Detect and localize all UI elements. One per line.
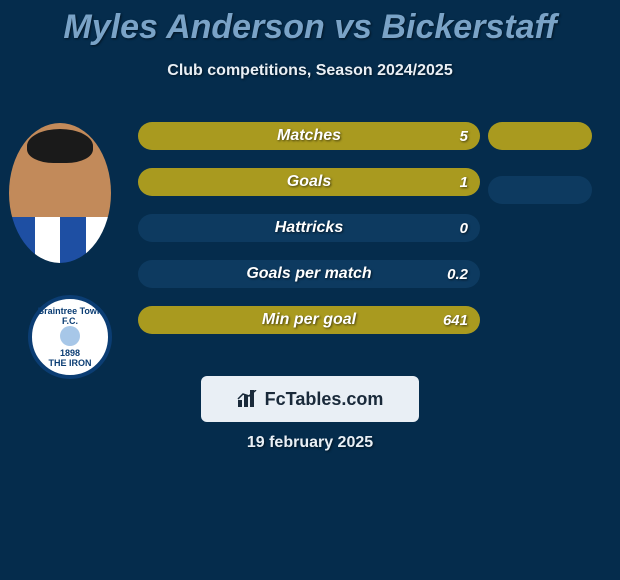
stat-bar-label: Min per goal <box>138 311 480 329</box>
stat-bar: Matches5 <box>138 122 480 150</box>
logo-text: FcTables.com <box>265 389 384 410</box>
bar-chart-icon <box>237 390 259 408</box>
crest-bottom-text: THE IRON <box>48 358 91 368</box>
crest-sun-icon <box>60 326 80 346</box>
date-text: 19 february 2025 <box>0 434 620 452</box>
stat-bar-label: Goals <box>138 173 480 191</box>
stat-bar-value: 641 <box>443 312 468 329</box>
stat-bar: Hattricks0 <box>138 214 480 242</box>
stats-bars: Matches5Goals1Hattricks0Goals per match0… <box>138 122 480 352</box>
stat-bar-label: Hattricks <box>138 219 480 237</box>
stat-bar: Goals per match0.2 <box>138 260 480 288</box>
page-title: Myles Anderson vs Bickerstaff <box>0 8 620 47</box>
stat-bar-label: Matches <box>138 127 480 145</box>
subtitle: Club competitions, Season 2024/2025 <box>0 62 620 80</box>
crest-top-text: Braintree Town F.C. <box>32 306 108 326</box>
stat-bar-value: 5 <box>460 128 468 145</box>
stat-bar: Goals1 <box>138 168 480 196</box>
club-crest: Braintree Town F.C. 1898 THE IRON <box>18 295 122 379</box>
player-avatar <box>9 123 111 263</box>
stat-bar-value: 1 <box>460 174 468 191</box>
crest-year: 1898 <box>60 348 80 358</box>
secondary-pill <box>488 122 592 150</box>
fctables-logo: FcTables.com <box>201 376 419 422</box>
stat-bar: Min per goal641 <box>138 306 480 334</box>
stat-bar-value: 0.2 <box>447 266 468 283</box>
secondary-pill <box>488 176 592 204</box>
stat-bar-value: 0 <box>460 220 468 237</box>
stat-bar-label: Goals per match <box>138 265 480 283</box>
